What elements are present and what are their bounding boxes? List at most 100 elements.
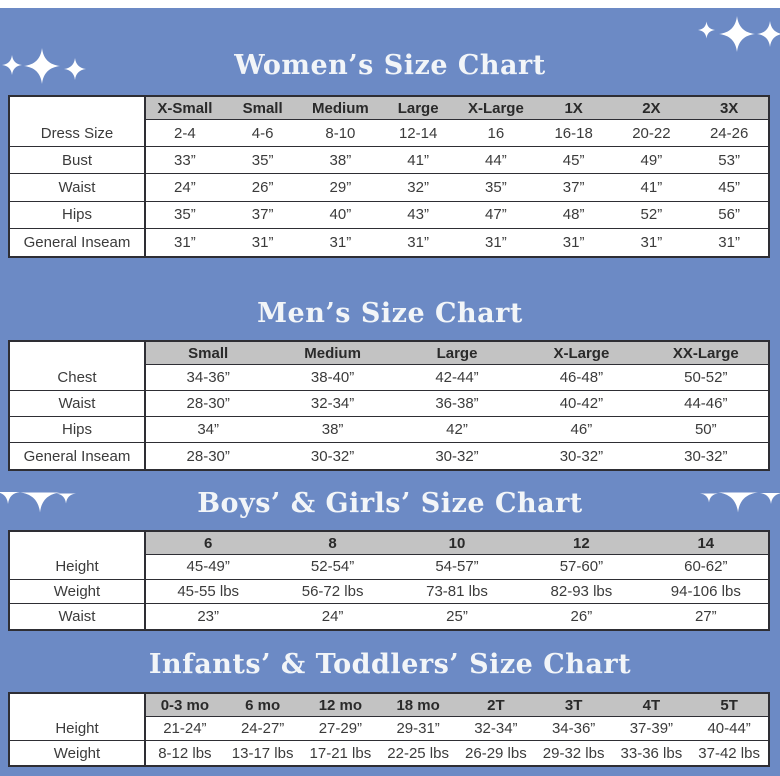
size-cell: 36-38” [394,391,520,417]
size-cell: 35” [457,174,535,202]
table-header-row: X-Small Small Medium Large X-Large 1X 2X 3X [10,97,768,120]
size-cell: 32” [379,174,457,202]
mens-size-table: Small Medium Large X-Large XX-Large Chest 34-3… [8,340,770,471]
size-cell: 16 [457,120,535,148]
row-label: Height [10,717,146,741]
size-cell: 45-49” [146,555,271,580]
table-row: Waist 23” 24” 25” 26” 27” [10,604,768,629]
size-cell: 31” [485,233,507,251]
size-cell: 31” [718,233,740,251]
size-cell: 53” [690,147,768,175]
size-cell: 37” [534,174,613,202]
infants-toddlers-chart-title: Infants’ & Toddlers’ Size Chart [148,649,632,680]
size-cell: 31” [251,233,274,251]
size-cell: 29” [301,174,380,202]
column-header: 5T [690,694,768,717]
column-header: 8 [270,532,395,555]
size-cell: 29-31” [379,717,457,741]
corner-cell [10,97,146,120]
size-cell: 38” [270,417,395,443]
column-header: Medium [301,97,380,120]
size-cell: 44-46” [643,391,768,417]
column-header: 12 mo [301,694,380,717]
size-cell: 30-32” [310,447,355,465]
column-header: X-Large [519,342,644,365]
boys-girls-size-table: 6 8 10 12 14 Height 45-49” 52-54” 54-57” 57-60” 60… [8,530,770,631]
column-header: X-Large [457,97,535,120]
table-row: Height 21-24” 24-27” 27-29” 29-31” 32-34” 34-3… [10,717,768,741]
size-cell: 27-29” [301,717,380,741]
size-cell: 57-60” [519,555,644,580]
sparkle-icon [719,8,755,60]
size-cell: 52” [612,202,691,229]
size-cell: 46” [519,417,644,443]
size-cell: 48” [534,202,613,229]
corner-cell [10,342,146,365]
table-row: Height 45-49” 52-54” 54-57” 57-60” 60-62” [10,555,768,580]
sparkle-icon [698,18,715,42]
sparkle-half-icon [20,489,60,516]
table-row: Weight 8-12 lbs 13-17 lbs 17-21 lbs 22-25 lb… [10,741,768,765]
size-cell: 16-18 [534,120,613,148]
size-cell: 82-93 lbs [519,580,644,605]
sparkle-half-icon [0,490,20,506]
size-cell: 25” [446,608,468,626]
size-cell: 37-42 lbs [698,744,760,762]
column-header: Small [223,97,302,120]
table-header-row: 6 8 10 12 14 [10,532,768,555]
boys-girls-chart-title: Boys’ & Girls’ Size Chart [197,488,583,519]
sparkle-half-icon [700,492,718,504]
size-cell: 23” [197,608,220,626]
table-header-row: 0-3 mo 6 mo 12 mo 18 mo 2T 3T 4T 5T [10,694,768,717]
mens-chart-title: Men’s Size Chart [257,298,523,329]
table-row: Chest 34-36” 38-40” 42-44” 46-48” 50-52” [10,365,768,391]
row-label: Waist [10,391,146,417]
size-cell: 50-52” [643,365,768,391]
size-cell: 21-24” [146,717,224,741]
size-cell: 2-4 [146,120,224,148]
column-header: 2T [457,694,535,717]
row-label: Height [10,555,146,580]
size-cell: 33” [146,147,224,175]
sparkle-half-icon [56,492,76,505]
size-cell: 12-14 [379,120,457,148]
size-cell: 32-34” [457,717,535,741]
sparkle-half-icon [718,489,758,516]
size-cell: 30-32” [435,447,479,465]
size-cell: 50” [643,417,768,443]
size-cell: 34” [146,417,271,443]
table-row: Bust 33” 35” 38” 41” 44” 45” 49” 53” [10,147,768,175]
column-header: Large [379,97,457,120]
column-header: 10 [394,532,520,555]
corner-cell [10,532,146,555]
womens-size-table: X-Small Small Medium Large X-Large 1X 2X 3X Dres… [8,95,770,258]
size-cell: 42-44” [394,365,520,391]
size-cell: 30-32” [684,447,728,465]
row-label: Hips [10,417,146,443]
size-cell: 27” [694,608,717,626]
size-cell: 49” [612,147,691,175]
size-cell: 31” [640,233,663,251]
size-cell: 30-32” [559,447,604,465]
size-cell: 20-22 [612,120,691,148]
size-cell: 37-39” [612,717,691,741]
row-label: Chest [10,365,146,391]
size-cell: 34-36” [534,717,613,741]
womens-chart-title: Women’s Size Chart [234,50,546,81]
size-cell: 45-55 lbs [146,580,271,605]
column-header: 6 mo [223,694,302,717]
table-row: Dress Size 2-4 4-6 8-10 12-14 16 16-18 20-22 24-… [10,120,768,148]
size-cell: 43” [379,202,457,229]
size-cell: 56-72 lbs [270,580,395,605]
row-label: Dress Size [10,120,146,148]
column-header: 12 [519,532,644,555]
size-cell: 47” [457,202,535,229]
table-row: Waist 28-30” 32-34” 36-38” 40-42” 44-46” [10,391,768,417]
sparkle-icon [2,52,22,78]
size-cell: 38” [301,147,380,175]
row-label: General Inseam [10,443,146,469]
table-row: General Inseam 31” 31” 31” 31” 31” 31” 31” 31” [10,228,768,256]
size-cell: 35” [146,202,224,229]
row-label: Bust [10,147,146,175]
size-cell: 31” [174,233,196,251]
